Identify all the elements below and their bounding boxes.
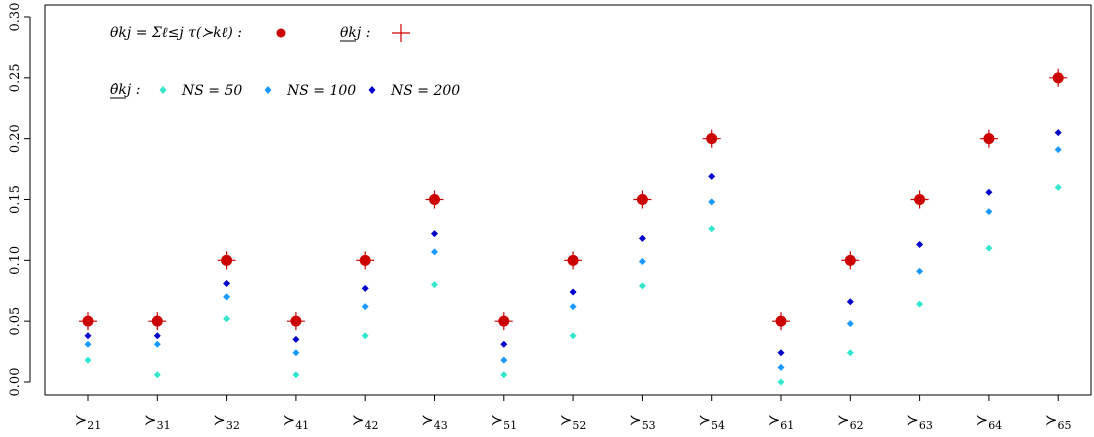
- cross-point: [772, 312, 790, 331]
- cross-point: [841, 251, 860, 270]
- estimate-point: [846, 349, 854, 357]
- estimate-point: [500, 356, 508, 364]
- cross-point: [148, 312, 167, 331]
- x-tick-label: ≻43: [421, 411, 448, 432]
- x-tick-label: ≻53: [629, 411, 656, 432]
- estimate-point: [84, 332, 92, 340]
- x-tick-label: ≻21: [75, 411, 102, 432]
- estimate-point: [84, 340, 92, 348]
- y-tick-label: 0.25: [8, 63, 23, 92]
- estimate-point: [153, 340, 161, 348]
- estimate-point: [292, 349, 300, 357]
- estimate-point: [985, 188, 993, 196]
- legend-hat-theta-label: θ̂kj :: [110, 82, 140, 98]
- estimate-point: [1054, 146, 1062, 154]
- legend-ns50-marker: [159, 86, 167, 94]
- cross-point: [356, 251, 375, 270]
- data-marks: [79, 68, 1068, 386]
- cross-point: [1049, 68, 1068, 87]
- estimate-point: [84, 356, 92, 364]
- legend-lower-theta-label: θkj :: [340, 25, 370, 41]
- estimate-point: [985, 208, 993, 216]
- estimate-point: [777, 378, 785, 386]
- x-tick-label: ≻65: [1045, 411, 1072, 432]
- estimate-point: [916, 300, 924, 308]
- cross-point: [79, 312, 97, 331]
- y-tick-label: 0.15: [8, 185, 23, 214]
- estimate-point: [638, 234, 646, 242]
- y-tick-label: 0.10: [8, 246, 23, 275]
- x-tick-label: ≻61: [768, 411, 795, 432]
- y-tick-label: 0.20: [8, 124, 23, 153]
- estimate-point: [777, 349, 785, 357]
- x-tick-label: ≻54: [698, 411, 725, 432]
- legend: θkj = Σℓ≤j τ(≻kℓ) : θkj : θ̂kj : NS = 50…: [110, 24, 460, 99]
- y-tick-label: 0.00: [8, 368, 23, 397]
- x-tick-label: ≻63: [906, 411, 933, 432]
- estimate-point: [777, 363, 785, 371]
- cross-point: [425, 190, 444, 209]
- legend-theta-label: θkj = Σℓ≤j τ(≻kℓ) :: [110, 25, 242, 41]
- estimate-point: [153, 371, 161, 379]
- estimate-point: [153, 332, 161, 340]
- y-tick-label: 0.30: [8, 3, 23, 32]
- estimate-point: [223, 293, 231, 301]
- x-tick-label: ≻31: [144, 411, 171, 432]
- estimate-point: [431, 281, 438, 289]
- estimate-point: [846, 298, 854, 306]
- cross-point: [494, 312, 513, 331]
- y-tick-label: 0.05: [8, 307, 23, 336]
- x-axis: ≻21 ≻31 ≻32 ≻41 ≻42 ≻43 ≻51 ≻52 ≻53 ≻54 ≻61 ≻62 ≻63 ≻…: [75, 394, 1072, 432]
- legend-ns100-label: NS = 100: [286, 83, 356, 99]
- estimate-point: [846, 320, 854, 328]
- estimate-point: [431, 248, 438, 256]
- estimate-point: [292, 335, 300, 343]
- cross-point: [217, 251, 236, 270]
- estimate-point: [1054, 183, 1062, 191]
- estimate-point: [361, 284, 369, 292]
- legend-ns200-label: NS = 200: [390, 83, 460, 99]
- y-axis: 0.00 0.05 0.10 0.15 0.20 0.25 0.30: [8, 3, 31, 397]
- estimate-point: [361, 303, 369, 311]
- x-tick-label: ≻32: [213, 411, 240, 432]
- estimate-point: [569, 303, 577, 311]
- estimate-point: [569, 332, 577, 340]
- legend-ns100-marker: [264, 86, 272, 94]
- estimate-point: [223, 315, 231, 323]
- estimate-point: [569, 288, 577, 296]
- cross-point: [979, 129, 998, 148]
- cross-point: [286, 312, 305, 331]
- legend-cross-marker: [392, 24, 410, 42]
- estimate-point: [1054, 129, 1062, 137]
- estimate-point: [223, 279, 231, 287]
- cross-point: [633, 190, 652, 209]
- cross-point: [910, 190, 929, 209]
- legend-theta-dot: [276, 28, 286, 38]
- x-tick-label: ≻51: [491, 411, 518, 432]
- estimate-point: [916, 241, 924, 249]
- x-tick-label: ≻41: [283, 411, 310, 432]
- estimate-point: [916, 267, 924, 275]
- estimate-point: [708, 198, 716, 206]
- estimate-point: [500, 371, 508, 379]
- estimate-point: [638, 258, 646, 266]
- estimate-point: [985, 244, 993, 252]
- legend-ns200-marker: [368, 86, 376, 94]
- estimate-point: [500, 340, 508, 348]
- estimate-point: [361, 332, 369, 340]
- estimate-point: [292, 371, 300, 379]
- cross-point: [564, 251, 583, 270]
- estimate-point: [638, 282, 646, 290]
- x-tick-label: ≻62: [837, 411, 864, 432]
- estimate-point: [431, 230, 438, 238]
- plot-frame: [44, 4, 1092, 396]
- estimate-point: [708, 172, 716, 180]
- x-tick-label: ≻64: [976, 411, 1003, 432]
- cross-point: [702, 129, 721, 148]
- estimate-point: [708, 225, 716, 233]
- x-tick-label: ≻42: [352, 411, 379, 432]
- legend-ns50-label: NS = 50: [181, 83, 242, 99]
- x-tick-label: ≻52: [560, 411, 587, 432]
